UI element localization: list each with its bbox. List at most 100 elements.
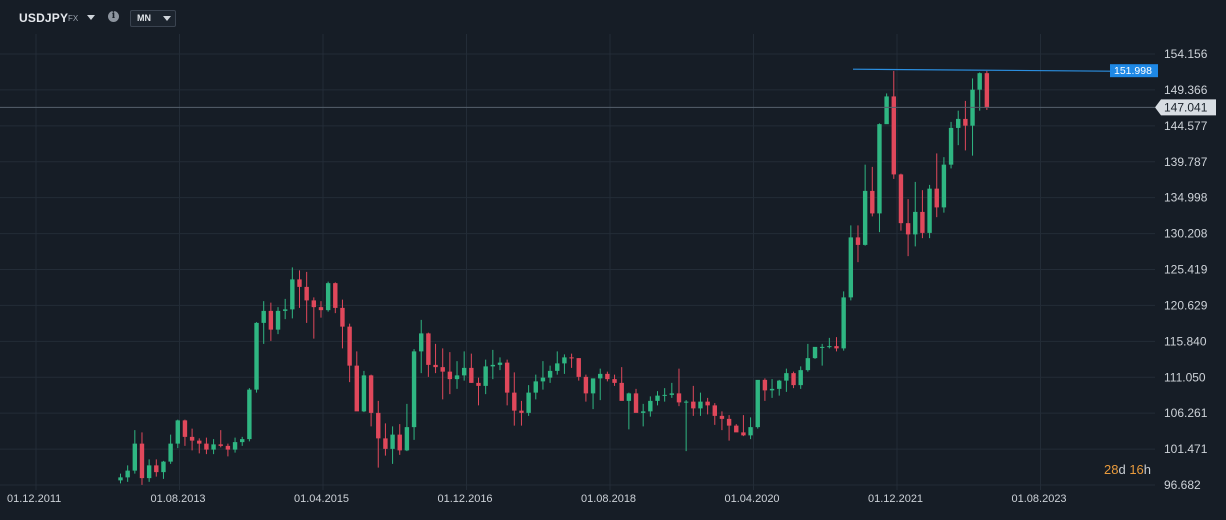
candle xyxy=(512,372,517,426)
candle xyxy=(734,424,739,433)
candle xyxy=(247,388,252,442)
candle xyxy=(304,271,309,323)
candle xyxy=(913,181,918,247)
candle xyxy=(333,282,338,314)
candle xyxy=(146,459,152,482)
candle xyxy=(483,359,488,395)
candle xyxy=(769,379,775,398)
candle xyxy=(877,123,882,233)
symbol-dropdown-chevron-down-icon[interactable] xyxy=(87,15,95,20)
candle xyxy=(612,374,617,386)
candle xyxy=(562,354,567,374)
candle xyxy=(927,184,932,239)
y-tick-label: 115.840 xyxy=(1164,334,1207,348)
candle xyxy=(461,351,467,381)
candle xyxy=(941,157,947,213)
candle xyxy=(626,392,632,430)
y-tick-label: 111.050 xyxy=(1164,370,1206,384)
candle xyxy=(225,443,231,457)
candle xyxy=(376,400,381,468)
timeframe-select[interactable]: MN xyxy=(130,10,176,27)
candle xyxy=(354,351,359,412)
y-tick-label: 125.419 xyxy=(1164,263,1208,277)
candle xyxy=(819,343,825,366)
candle xyxy=(755,379,760,429)
candle xyxy=(676,368,682,407)
candle xyxy=(884,93,889,125)
y-tick-label: 130.208 xyxy=(1164,227,1208,241)
candle xyxy=(290,267,295,319)
candle xyxy=(426,332,431,377)
candle xyxy=(318,301,324,318)
candle xyxy=(691,385,696,416)
candle xyxy=(726,415,732,441)
candle xyxy=(705,397,710,415)
candle xyxy=(197,438,202,454)
candle xyxy=(519,400,524,426)
candle xyxy=(497,357,503,371)
info-icon[interactable]: i xyxy=(108,11,119,22)
candle xyxy=(125,465,130,482)
candle xyxy=(182,419,188,446)
candle xyxy=(598,368,603,401)
candle xyxy=(447,352,453,395)
candle xyxy=(619,367,624,401)
candle xyxy=(698,392,703,416)
candle xyxy=(655,391,660,406)
candle xyxy=(297,270,302,308)
candle xyxy=(633,388,639,413)
candle xyxy=(605,371,610,382)
level-line-label[interactable]: 151.998 xyxy=(1110,64,1158,78)
candle xyxy=(777,379,782,396)
chart-toolbar: USDJPY FX i MN xyxy=(0,0,1226,34)
candle xyxy=(469,353,474,383)
candle xyxy=(204,437,209,455)
candle xyxy=(855,225,861,263)
candle xyxy=(261,301,266,344)
candle xyxy=(920,190,925,239)
candle xyxy=(118,473,123,484)
candle xyxy=(555,351,560,375)
candle xyxy=(669,382,675,398)
y-tick-label: 120.629 xyxy=(1164,298,1208,312)
candle xyxy=(404,403,410,452)
candle xyxy=(211,439,216,455)
timeframe-label: MN xyxy=(137,13,151,23)
candle xyxy=(590,378,596,410)
candle xyxy=(440,348,445,400)
candle xyxy=(648,396,653,417)
candle xyxy=(583,374,589,402)
symbol-label[interactable]: USDJPY xyxy=(19,11,69,25)
candle xyxy=(712,403,717,425)
candle xyxy=(254,322,259,393)
x-tick-label: 01.08.2018 xyxy=(581,493,636,505)
candle xyxy=(347,323,352,383)
countdown-hours-unit: h xyxy=(1143,462,1152,477)
candle xyxy=(762,378,768,401)
candle xyxy=(891,70,896,179)
y-tick-label: 139.787 xyxy=(1164,155,1208,169)
y-tick-label: 101.471 xyxy=(1164,442,1208,456)
candle xyxy=(748,417,753,440)
level-line[interactable] xyxy=(852,68,1111,72)
candle xyxy=(476,377,481,406)
candle xyxy=(540,361,546,390)
candle xyxy=(948,121,954,169)
countdown-days-unit: d xyxy=(1118,462,1126,477)
candle xyxy=(161,460,166,479)
candle xyxy=(719,411,725,431)
candle xyxy=(898,173,904,231)
candle xyxy=(504,359,510,406)
candle xyxy=(419,319,424,374)
candle xyxy=(361,370,367,413)
candle xyxy=(526,385,531,416)
candle xyxy=(977,72,982,111)
candle xyxy=(397,424,402,455)
candle xyxy=(741,415,746,437)
candle xyxy=(834,337,839,352)
candle xyxy=(175,419,180,449)
candle xyxy=(662,388,667,402)
countdown-hours-value: 16 xyxy=(1129,462,1144,477)
